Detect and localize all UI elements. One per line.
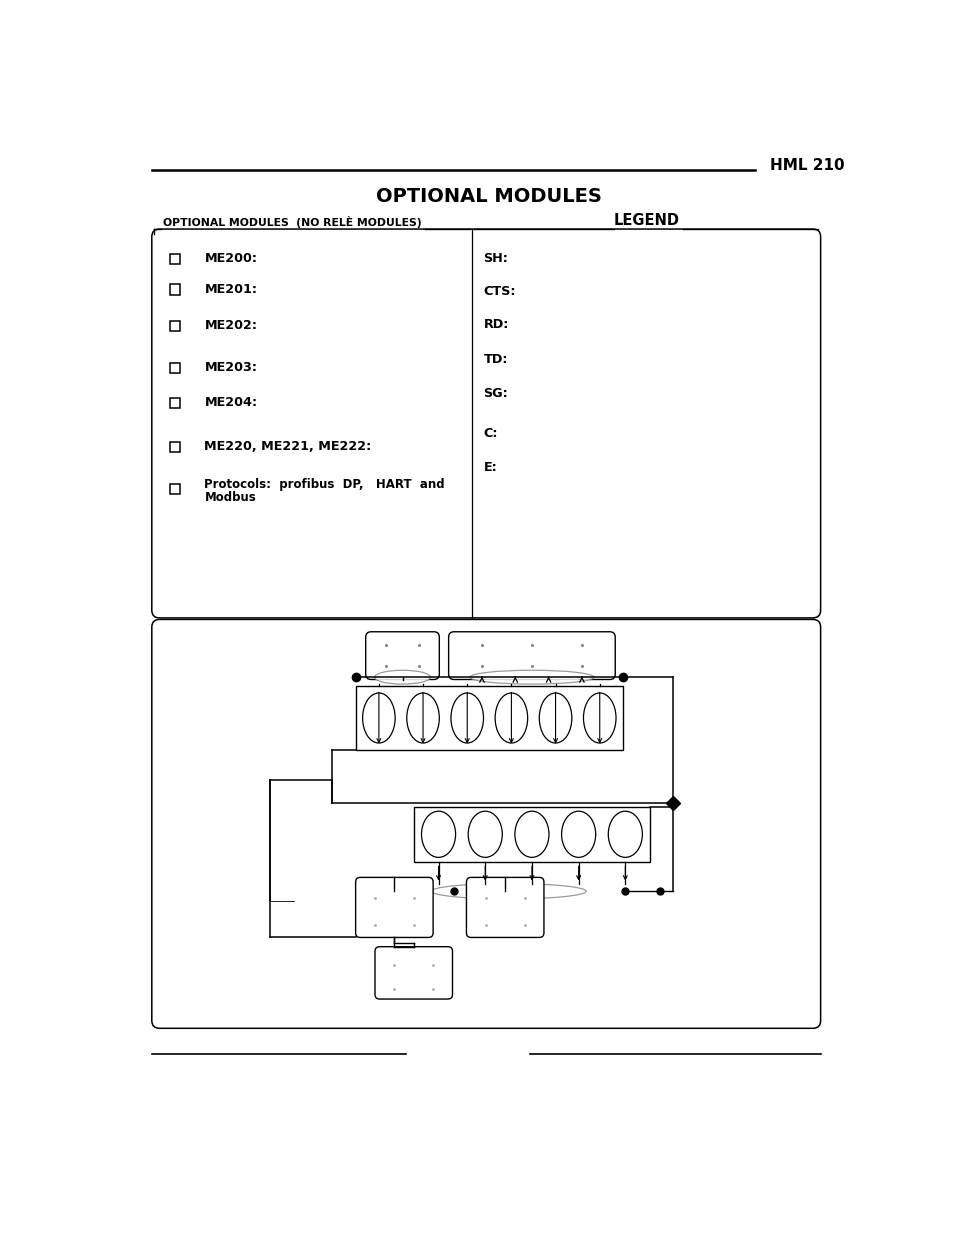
Ellipse shape [406, 693, 439, 743]
FancyBboxPatch shape [152, 620, 820, 1029]
Bar [171, 284, 180, 294]
Ellipse shape [608, 811, 641, 857]
Text: RD:: RD: [483, 319, 508, 331]
Text: OPTIONAL MODULES: OPTIONAL MODULES [375, 188, 601, 206]
Ellipse shape [495, 693, 527, 743]
FancyBboxPatch shape [448, 632, 615, 679]
Text: OPTIONAL MODULES  (NO RELÈ MODULES): OPTIONAL MODULES (NO RELÈ MODULES) [162, 216, 421, 228]
Bar [171, 321, 180, 331]
FancyBboxPatch shape [375, 947, 452, 999]
Ellipse shape [561, 811, 595, 857]
FancyBboxPatch shape [152, 228, 820, 618]
Ellipse shape [362, 693, 395, 743]
Text: E:: E: [483, 461, 497, 474]
Bar [171, 442, 180, 452]
Text: CTS:: CTS: [483, 285, 516, 298]
FancyBboxPatch shape [355, 877, 433, 937]
Ellipse shape [538, 693, 571, 743]
Ellipse shape [375, 671, 430, 684]
Ellipse shape [470, 671, 594, 684]
Ellipse shape [451, 693, 483, 743]
Text: Modbus: Modbus [204, 490, 256, 504]
Bar [171, 253, 180, 264]
Text: ME204:: ME204: [204, 395, 257, 409]
Bar [171, 484, 180, 494]
Ellipse shape [515, 811, 548, 857]
Text: ME201:: ME201: [204, 283, 257, 295]
Text: TD:: TD: [483, 353, 507, 366]
Text: SG:: SG: [483, 387, 508, 400]
Ellipse shape [431, 883, 585, 899]
Text: SH:: SH: [483, 252, 508, 264]
Bar [414, 806, 649, 862]
FancyBboxPatch shape [466, 877, 543, 937]
Text: HML 210: HML 210 [769, 158, 844, 173]
Text: C:: C: [483, 426, 497, 440]
Ellipse shape [468, 811, 502, 857]
Text: ME220, ME221, ME222:: ME220, ME221, ME222: [204, 440, 372, 453]
Text: Protocols:  profibus  DP,   HART  and: Protocols: profibus DP, HART and [204, 478, 445, 492]
Text: LEGEND: LEGEND [613, 214, 679, 228]
Text: ME200:: ME200: [204, 252, 257, 264]
Text: ME203:: ME203: [204, 361, 257, 374]
Bar [171, 398, 180, 408]
Bar [171, 363, 180, 373]
Ellipse shape [583, 693, 616, 743]
Ellipse shape [421, 811, 456, 857]
Text: ME202:: ME202: [204, 319, 257, 332]
Bar [355, 687, 622, 750]
FancyBboxPatch shape [365, 632, 439, 679]
